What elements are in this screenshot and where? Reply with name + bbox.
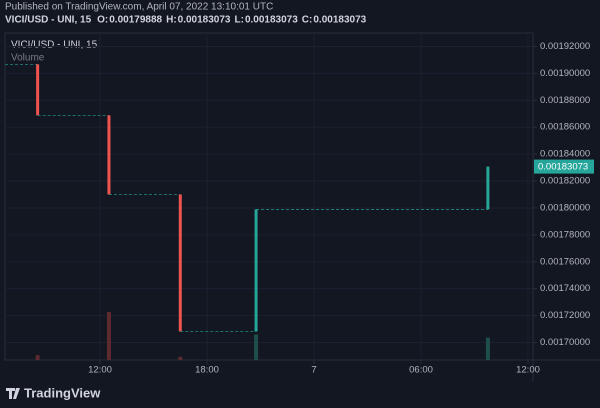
- x-tick-label: 18:00: [195, 365, 219, 376]
- volume-bar: [106, 312, 111, 360]
- brand-logo: TradingView: [6, 385, 101, 400]
- x-tick-label: 12:00: [516, 365, 540, 376]
- y-tick-label: 0.00186000: [540, 122, 590, 133]
- ohlc-value: 0.00183073: [178, 15, 231, 26]
- y-tick-label: 0.00188000: [540, 95, 590, 106]
- candle-body: [178, 194, 182, 332]
- symbol-header: VICI/USD - UNI, 15: [5, 15, 92, 26]
- last-price-badge: [534, 159, 594, 174]
- x-tick-label: 7: [311, 365, 316, 376]
- ohlc-label: O:: [97, 15, 108, 26]
- volume-label: Volume: [11, 53, 45, 64]
- ohlc-label: C:: [302, 15, 313, 26]
- ohlc-value: 0.00179888: [109, 15, 162, 26]
- ohlc-value: 0.00183073: [313, 15, 366, 26]
- volume-bar: [178, 356, 183, 360]
- y-tick-label: 0.00180000: [540, 202, 590, 213]
- candle-body: [254, 209, 258, 332]
- y-tick-label: 0.00178000: [540, 229, 590, 240]
- candle-body: [486, 166, 490, 210]
- y-tick-label: 0.00170000: [540, 337, 590, 348]
- brand-name: TradingView: [24, 385, 101, 400]
- y-tick-label: 0.00172000: [540, 310, 590, 321]
- y-tick-label: 0.00182000: [540, 176, 590, 187]
- volume-bar: [35, 355, 40, 360]
- y-tick-label: 0.00192000: [540, 41, 590, 52]
- volume-bar: [254, 334, 259, 360]
- y-tick-label: 0.00176000: [540, 256, 590, 267]
- y-tick-label: 0.00174000: [540, 283, 590, 294]
- ohlc-label: L:: [235, 15, 244, 26]
- ohlc-value: 0.00183073: [245, 15, 298, 26]
- candle-body: [36, 64, 40, 116]
- candle-body: [107, 115, 111, 195]
- legend-symbol: VICI/USD - UNI, 15: [11, 40, 98, 51]
- y-tick-label: 0.00184000: [540, 149, 590, 160]
- y-tick-label: 0.00190000: [540, 68, 590, 79]
- x-tick-label: 12:00: [88, 365, 112, 376]
- x-tick-label: 06:00: [409, 365, 433, 376]
- published-note: Published on TradingView.com, April 07, …: [5, 2, 273, 13]
- volume-bar: [485, 337, 490, 360]
- last-price-label: 0.00183073: [538, 162, 588, 173]
- ohlc-label: H:: [166, 15, 177, 26]
